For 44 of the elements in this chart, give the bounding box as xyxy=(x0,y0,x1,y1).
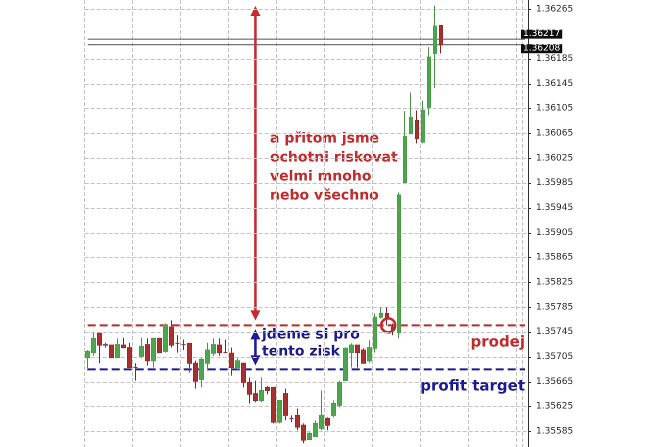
ref-line-label: profit target xyxy=(420,376,526,394)
y-tick-label: 1.35945 xyxy=(536,202,574,213)
candlestick xyxy=(439,24,443,54)
y-tick-label: 1.36025 xyxy=(536,153,574,164)
candlestick xyxy=(229,347,234,376)
candlestick xyxy=(283,388,288,421)
candlestick xyxy=(151,337,156,368)
candlestick xyxy=(433,5,437,89)
y-tick-label: 1.35985 xyxy=(536,178,574,188)
y-tick-label: 1.35705 xyxy=(536,352,574,362)
y-tick-label: 1.36145 xyxy=(536,78,574,89)
y-tick-label: 1.35905 xyxy=(536,228,574,238)
candlestick xyxy=(115,338,120,359)
candlestick xyxy=(139,337,144,358)
y-tick-label: 1.36105 xyxy=(536,104,574,114)
y-tick-label: 1.35585 xyxy=(536,426,574,436)
y-tick-label: 1.36185 xyxy=(536,54,574,64)
ref-line-label: 1.36217 xyxy=(523,29,560,40)
candlestick xyxy=(325,416,330,431)
candlestick xyxy=(427,46,431,116)
y-tick-label: 1.35825 xyxy=(536,277,574,288)
ref-line-label: prodej xyxy=(470,332,526,350)
y-tick-label: 1.36265 xyxy=(536,4,574,14)
y-tick-label: 1.35665 xyxy=(536,376,574,387)
candlestick xyxy=(391,322,395,336)
candlestick xyxy=(397,192,401,339)
ref-line-label: 1.36208 xyxy=(523,44,560,54)
y-tick-label: 1.35625 xyxy=(536,402,574,412)
y-tick-label: 1.35865 xyxy=(536,252,574,263)
candlestick xyxy=(259,376,264,403)
candlestick xyxy=(145,338,150,366)
y-tick-label: 1.35785 xyxy=(536,302,574,312)
candlestick xyxy=(379,306,383,319)
candlestick xyxy=(277,400,282,424)
candlestick xyxy=(157,337,162,354)
candlestick xyxy=(235,358,240,372)
candlestick xyxy=(421,100,425,144)
y-tick-label: 1.35745 xyxy=(536,327,574,338)
candlestick xyxy=(163,322,168,354)
candlestick xyxy=(403,110,407,184)
candlestick xyxy=(415,110,419,144)
y-tick-label: 1.36065 xyxy=(536,128,574,138)
candlestick xyxy=(385,306,389,326)
candlestick xyxy=(409,92,413,134)
